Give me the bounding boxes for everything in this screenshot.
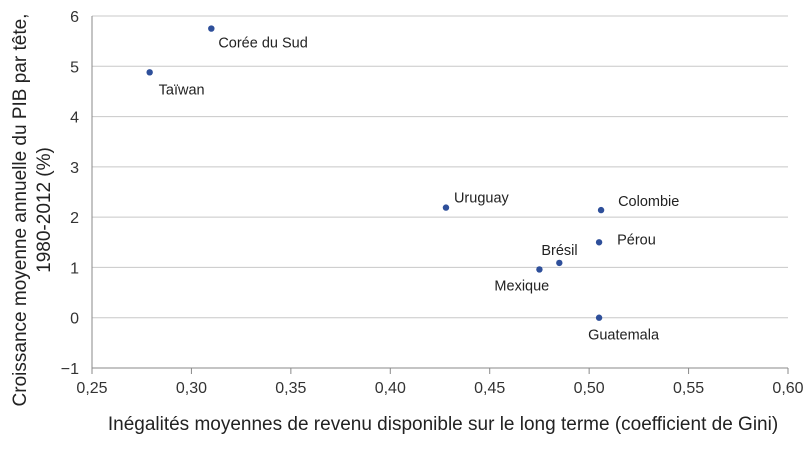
- data-point: [556, 259, 563, 267]
- data-points: [146, 25, 605, 321]
- x-tick-label: 0,30: [176, 380, 207, 397]
- data-point: [146, 69, 153, 76]
- y-axis-ticks: −1 0 1 2 3 4 5 6: [61, 9, 79, 378]
- point-label: Colombie: [618, 194, 679, 210]
- point-label: Pérou: [617, 232, 656, 248]
- x-tick-label: 0,40: [375, 380, 406, 397]
- point-label: Brésil: [541, 243, 577, 259]
- y-tick-label: −1: [61, 361, 79, 378]
- y-axis-title: Croissance moyenne annuelle du PIB par t…: [10, 14, 55, 407]
- x-tick-label: 0,55: [673, 380, 704, 397]
- x-tick-label: 0,35: [275, 380, 306, 397]
- data-point: [208, 25, 215, 32]
- y-tick-label: 6: [70, 9, 79, 26]
- y-tick-label: 4: [70, 110, 79, 127]
- x-tick-label: 0,60: [772, 380, 803, 397]
- point-label: Uruguay: [454, 191, 510, 207]
- data-point: [597, 206, 605, 214]
- x-tick-label: 0,25: [76, 380, 107, 397]
- point-label: Corée du Sud: [218, 36, 307, 52]
- y-tick-label: 1: [70, 260, 79, 277]
- y-tick-label: 0: [70, 311, 79, 328]
- x-tick-label: 0,45: [474, 380, 505, 397]
- y-tick-label: 5: [70, 59, 79, 76]
- data-point: [536, 266, 543, 273]
- y-tick-label: 3: [70, 160, 79, 177]
- point-label: Taïwan: [159, 82, 205, 98]
- y-axis-title-line-2: 1980-2012 (%): [34, 147, 55, 273]
- grid: [92, 15, 788, 319]
- data-point: [595, 239, 603, 246]
- data-point: [595, 314, 603, 321]
- axes: [91, 16, 788, 369]
- point-labels: Corée du Sud Taïwan Uruguay Colombie Pérou Br…: [159, 36, 680, 344]
- x-axis-ticks: 0,25 0,30 0,35 0,40 0,45 0,50 0,55 0,60: [76, 368, 804, 397]
- x-axis-title: Inégalités moyennes de revenu disponible…: [108, 414, 778, 435]
- data-point: [442, 204, 450, 211]
- x-tick-label: 0,50: [574, 380, 605, 397]
- point-label: Guatemala: [588, 328, 660, 344]
- point-label: Mexique: [494, 278, 549, 294]
- y-axis-title-line-1: Croissance moyenne annuelle du PIB par t…: [10, 14, 31, 407]
- y-tick-label: 2: [70, 210, 79, 227]
